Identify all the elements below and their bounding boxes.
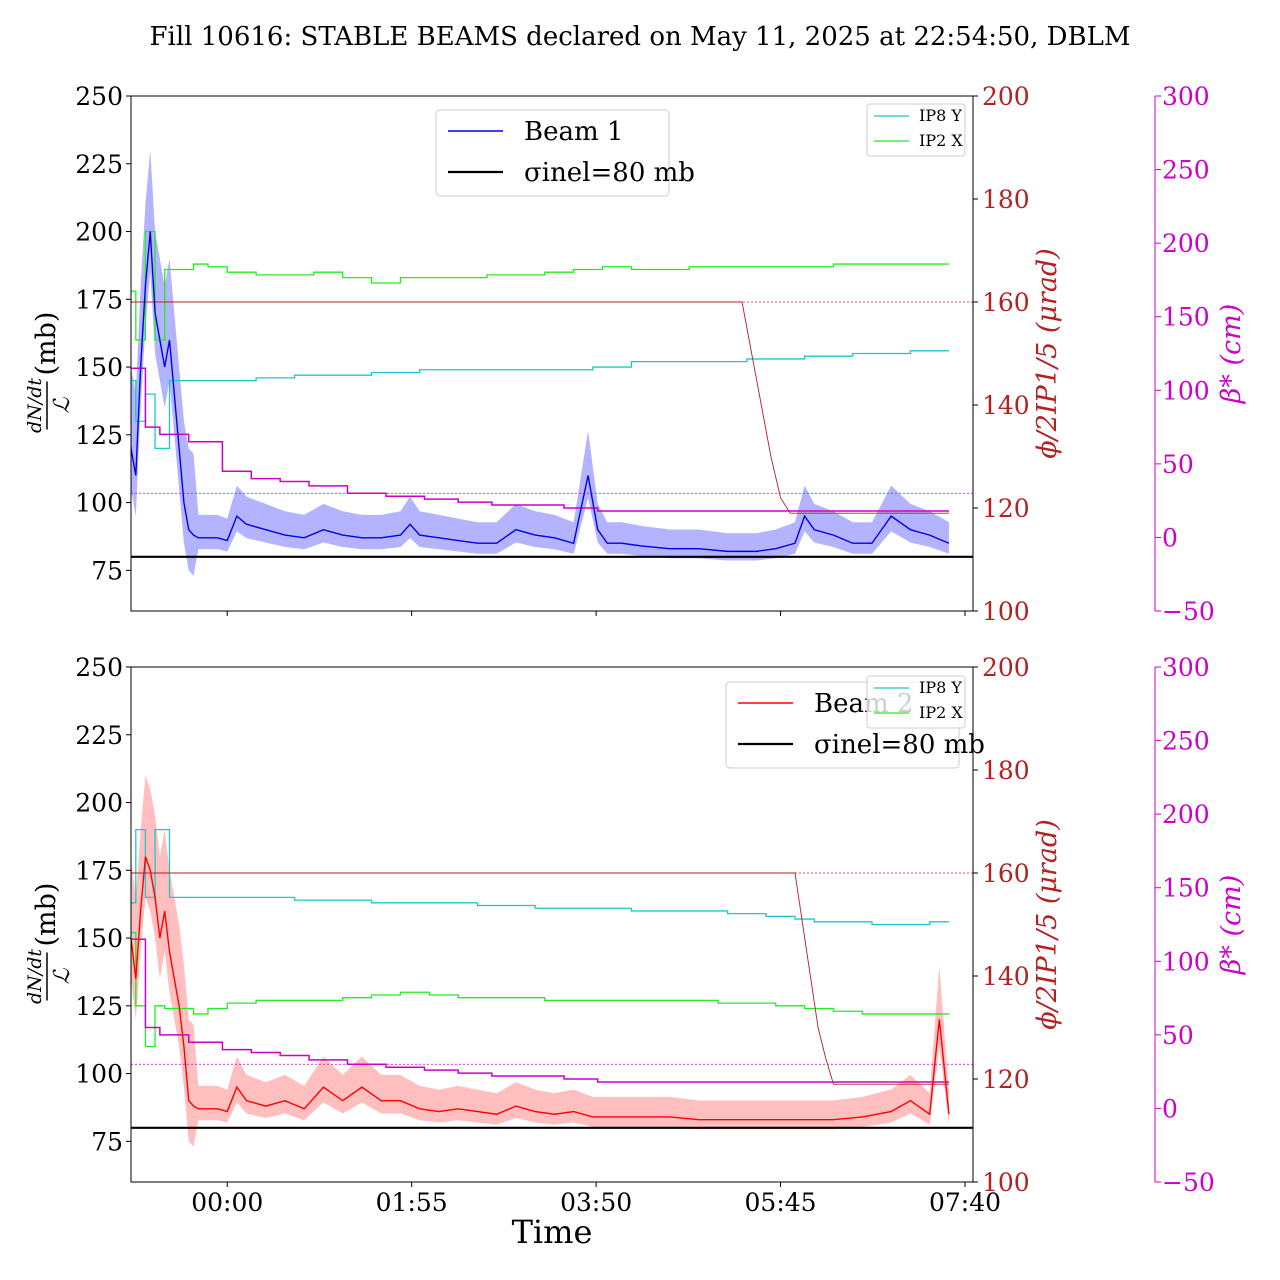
y-tick-label: 125 [75, 421, 123, 450]
y2-tick-label: 160 [982, 859, 1030, 888]
y2-tick-label: 200 [982, 653, 1030, 682]
y3-label-text: β* (cm) [1216, 304, 1247, 404]
legend-ip8y-label: IP8 Y [919, 678, 962, 697]
bottom-panel: 75 100 125 150 175 200 225 250 100 120 140 160 180 20… [24, 653, 1247, 1217]
beam-line [131, 231, 950, 553]
y-label-denominator: ℒ [50, 396, 75, 413]
plot-area [131, 775, 973, 1147]
legend-sigma-label: σinel=80 mb [524, 158, 695, 188]
y2-label-text: ϕ/2IP1/5 (μrad) [1032, 248, 1063, 458]
legend-sigma-label: σinel=80 mb [814, 730, 985, 760]
y-label-denominator: ℒ [50, 967, 75, 984]
ip-legend: IP8 Y IP2 X [866, 675, 966, 729]
y-tick-label: 175 [75, 285, 123, 314]
y-tick-label: 225 [75, 721, 123, 750]
y3-tick-label: 100 [1162, 947, 1210, 976]
y3-tick-label: −50 [1162, 597, 1215, 626]
axes-frame [130, 95, 974, 612]
ip8-y-line [131, 828, 949, 926]
main-legend: Beam 1 σinel=80 mb [435, 109, 695, 197]
ip2-x-line [131, 230, 949, 341]
y2-tick-label: 100 [982, 597, 1030, 626]
y-tick-label: 125 [75, 992, 123, 1021]
x-tick-label: 07:40 [929, 1188, 1001, 1217]
y-tick-label: 150 [75, 353, 123, 382]
ip-legend-box [866, 103, 966, 157]
x-tick-label: 00:00 [191, 1188, 263, 1217]
y2-label-text: ϕ/2IP1/5 (μrad) [1032, 819, 1063, 1029]
y3-tick-label: 0 [1162, 523, 1178, 552]
y-label-numerator: dN/dt [24, 378, 46, 433]
beam-band [131, 775, 949, 1147]
y3-tick-label: 200 [1162, 229, 1210, 258]
y3-tick-label: 200 [1162, 800, 1210, 829]
legend-ip2x-label: IP2 X [919, 703, 963, 722]
y2-tick-label: 120 [982, 1065, 1030, 1094]
y3-tick-label: 300 [1162, 82, 1210, 111]
y3-tick-label: 250 [1162, 727, 1210, 756]
ip8-y-line [131, 350, 949, 450]
y-tick-label: 200 [75, 218, 123, 247]
y3-axis-label: β* (cm) [1216, 304, 1247, 404]
ip2-x-line [131, 931, 949, 1048]
legend-ip2x-label: IP2 X [919, 131, 963, 150]
y-tick-label: 75 [91, 1127, 123, 1156]
y2-tick-label: 200 [982, 82, 1030, 111]
y-tick-label: 100 [75, 489, 123, 518]
y2-tick-label: 140 [982, 962, 1030, 991]
y3-axis-label: β* (cm) [1216, 875, 1247, 975]
y3-tick-label: 0 [1162, 1094, 1178, 1123]
y-axis-label: dN/dt ℒ (mb) [24, 312, 75, 433]
phi-line [131, 301, 949, 514]
x-tick-label: 03:50 [560, 1188, 632, 1217]
y2-tick-label: 140 [982, 391, 1030, 420]
y-tick-label: 175 [75, 856, 123, 885]
y-label-unit: (mb) [31, 883, 62, 947]
legend-ip8y-label: IP8 Y [919, 106, 962, 125]
y-label-unit: (mb) [31, 312, 62, 376]
y2-axis-label: ϕ/2IP1/5 (μrad) [1032, 819, 1063, 1029]
axes-frame [130, 666, 974, 1183]
y2-tick-label: 120 [982, 494, 1030, 523]
y-axis-label: dN/dt ℒ (mb) [24, 883, 75, 1004]
chart-title: Fill 10616: STABLE BEAMS declared on May… [150, 22, 1131, 52]
beam-band [131, 150, 949, 576]
beam-line [131, 856, 950, 1121]
y-tick-label: 200 [75, 789, 123, 818]
y-label-numerator: dN/dt [24, 949, 46, 1004]
legend-beam-label: Beam 1 [524, 117, 623, 147]
y-tick-label: 250 [75, 82, 123, 111]
y3-tick-label: −50 [1162, 1168, 1215, 1197]
y3-tick-label: 300 [1162, 653, 1210, 682]
y-tick-label: 75 [91, 556, 123, 585]
y2-tick-label: 100 [982, 1168, 1030, 1197]
plot-area [131, 150, 973, 576]
phi-line [131, 872, 949, 1085]
y2-tick-label: 160 [982, 288, 1030, 317]
ip-legend: IP8 Y IP2 X [866, 103, 966, 157]
x-tick-label: 01:55 [376, 1188, 448, 1217]
y-tick-label: 250 [75, 653, 123, 682]
y-tick-label: 100 [75, 1060, 123, 1089]
x-axis-label: Time [512, 1213, 593, 1251]
beta-line [131, 938, 949, 1083]
y3-tick-label: 50 [1162, 450, 1194, 479]
y2-axis-label: ϕ/2IP1/5 (μrad) [1032, 248, 1063, 458]
y3-tick-label: 150 [1162, 874, 1210, 903]
y2-tick-label: 180 [982, 756, 1030, 785]
y2-tick-label: 180 [982, 185, 1030, 214]
y3-tick-label: 50 [1162, 1021, 1194, 1050]
x-tick-label: 05:45 [745, 1188, 817, 1217]
y3-tick-label: 150 [1162, 303, 1210, 332]
beta-line [131, 367, 949, 512]
y-tick-label: 150 [75, 924, 123, 953]
y3-tick-label: 250 [1162, 156, 1210, 185]
y-tick-label: 225 [75, 150, 123, 179]
y3-tick-label: 100 [1162, 376, 1210, 405]
y3-label-text: β* (cm) [1216, 875, 1247, 975]
ip-legend-box [866, 675, 966, 729]
top-panel: 75 100 125 150 175 200 225 250 100 120 140 160 180 20… [24, 82, 1247, 626]
